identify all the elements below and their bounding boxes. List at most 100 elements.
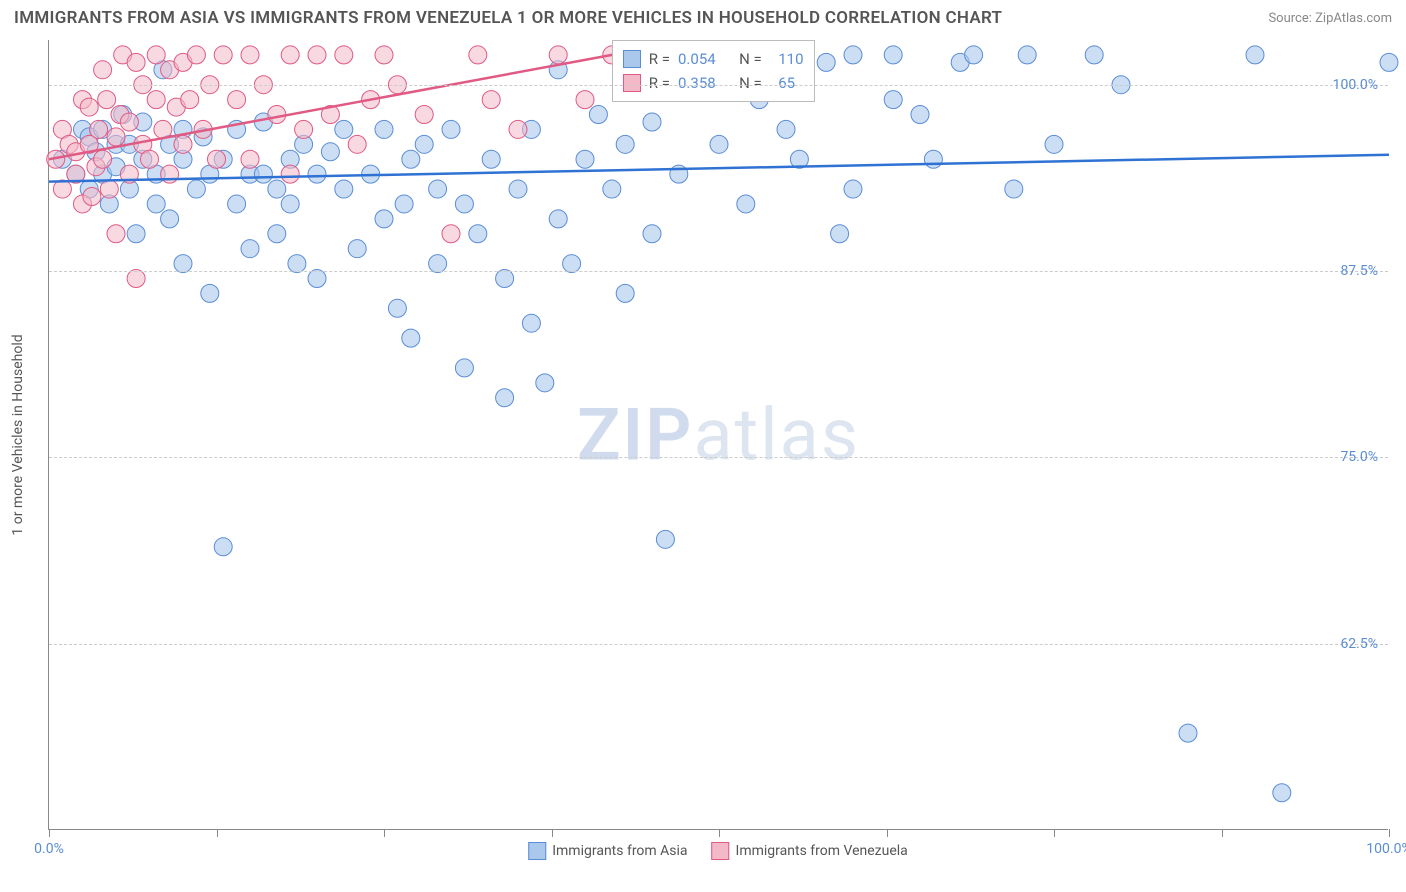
data-point xyxy=(288,255,306,273)
data-point xyxy=(90,120,108,138)
data-point xyxy=(161,210,179,228)
stat-r-value: 0.358 xyxy=(678,71,716,95)
data-point xyxy=(1045,135,1063,153)
data-point xyxy=(281,165,299,183)
stat-r-label: R = xyxy=(649,47,670,71)
source-value: ZipAtlas.com xyxy=(1315,11,1392,26)
gridline-h xyxy=(49,644,1388,645)
legend-label: Immigrants from Venezuela xyxy=(736,843,908,859)
stat-row: R =0.358 N = 65 xyxy=(623,71,804,95)
data-point xyxy=(98,91,116,109)
data-point xyxy=(395,195,413,213)
data-point xyxy=(94,61,112,79)
data-point xyxy=(737,195,755,213)
data-point xyxy=(80,98,98,116)
data-point xyxy=(911,106,929,124)
data-point xyxy=(455,195,473,213)
data-point xyxy=(965,46,983,64)
data-point xyxy=(208,150,226,168)
data-point xyxy=(141,150,159,168)
data-point xyxy=(295,120,313,138)
data-point xyxy=(884,91,902,109)
plot-wrap: 1 or more Vehicles in Household ZIPatlas… xyxy=(48,40,1388,830)
data-point xyxy=(94,150,112,168)
data-point xyxy=(482,91,500,109)
data-point xyxy=(181,91,199,109)
data-point xyxy=(388,299,406,317)
data-point xyxy=(777,120,795,138)
data-point xyxy=(1273,784,1291,802)
data-point xyxy=(415,106,433,124)
x-tick xyxy=(49,829,50,837)
data-point xyxy=(308,46,326,64)
x-tick xyxy=(217,829,218,837)
data-point xyxy=(83,188,101,206)
stat-swatch xyxy=(623,50,641,68)
data-point xyxy=(402,329,420,347)
data-point xyxy=(844,180,862,198)
y-axis-label: 1 or more Vehicles in Household xyxy=(10,334,26,535)
title-bar: IMMIGRANTS FROM ASIA VS IMMIGRANTS FROM … xyxy=(0,0,1406,32)
data-point xyxy=(522,314,540,332)
correlation-stat-box: R =0.054 N = 110R =0.358 N = 65 xyxy=(612,40,815,102)
y-tick-label: 75.0% xyxy=(1340,449,1378,465)
data-point xyxy=(214,46,232,64)
data-point xyxy=(429,255,447,273)
data-point xyxy=(187,46,205,64)
data-point xyxy=(817,53,835,71)
data-point xyxy=(589,106,607,124)
data-point xyxy=(375,120,393,138)
x-tick xyxy=(1054,829,1055,837)
stat-n-value: 110 xyxy=(770,47,804,71)
data-point xyxy=(576,91,594,109)
data-point xyxy=(53,180,71,198)
data-point xyxy=(643,113,661,131)
data-point xyxy=(509,120,527,138)
data-point xyxy=(429,180,447,198)
data-point xyxy=(415,135,433,153)
source-label: Source: xyxy=(1268,11,1311,26)
gridline-h xyxy=(49,271,1388,272)
stat-r-label: R = xyxy=(649,71,670,95)
y-tick-label: 100.0% xyxy=(1333,77,1378,93)
data-point xyxy=(281,195,299,213)
data-point xyxy=(174,255,192,273)
data-point xyxy=(281,46,299,64)
data-point xyxy=(831,225,849,243)
plot-area: ZIPatlas R =0.054 N = 110R =0.358 N = 65… xyxy=(48,40,1388,830)
data-point xyxy=(241,46,259,64)
data-point xyxy=(616,284,634,302)
data-point xyxy=(321,143,339,161)
legend-item: Immigrants from Asia xyxy=(528,842,687,860)
data-point xyxy=(308,269,326,287)
x-tick xyxy=(1222,829,1223,837)
data-point xyxy=(616,135,634,153)
legend-item: Immigrants from Venezuela xyxy=(712,842,908,860)
bottom-legend: Immigrants from Asia Immigrants from Vene… xyxy=(528,842,908,860)
data-point xyxy=(455,359,473,377)
stat-n-label: N = xyxy=(739,71,762,95)
data-point xyxy=(107,128,125,146)
data-point xyxy=(442,120,460,138)
data-point xyxy=(656,530,674,548)
data-point xyxy=(375,46,393,64)
data-point xyxy=(268,106,286,124)
data-point xyxy=(576,150,594,168)
y-tick-label: 87.5% xyxy=(1340,263,1378,279)
data-point xyxy=(147,91,165,109)
gridline-h xyxy=(49,85,1388,86)
data-point xyxy=(1018,46,1036,64)
y-tick-label: 62.5% xyxy=(1340,636,1378,652)
data-point xyxy=(710,135,728,153)
data-point xyxy=(1085,46,1103,64)
data-point xyxy=(549,210,567,228)
x-tick-label: 100.0% xyxy=(1366,841,1406,857)
data-point xyxy=(549,46,567,64)
data-point xyxy=(268,180,286,198)
data-point xyxy=(268,225,286,243)
data-point xyxy=(844,46,862,64)
data-point xyxy=(335,46,353,64)
data-point xyxy=(402,150,420,168)
data-point xyxy=(348,135,366,153)
data-point xyxy=(496,269,514,287)
